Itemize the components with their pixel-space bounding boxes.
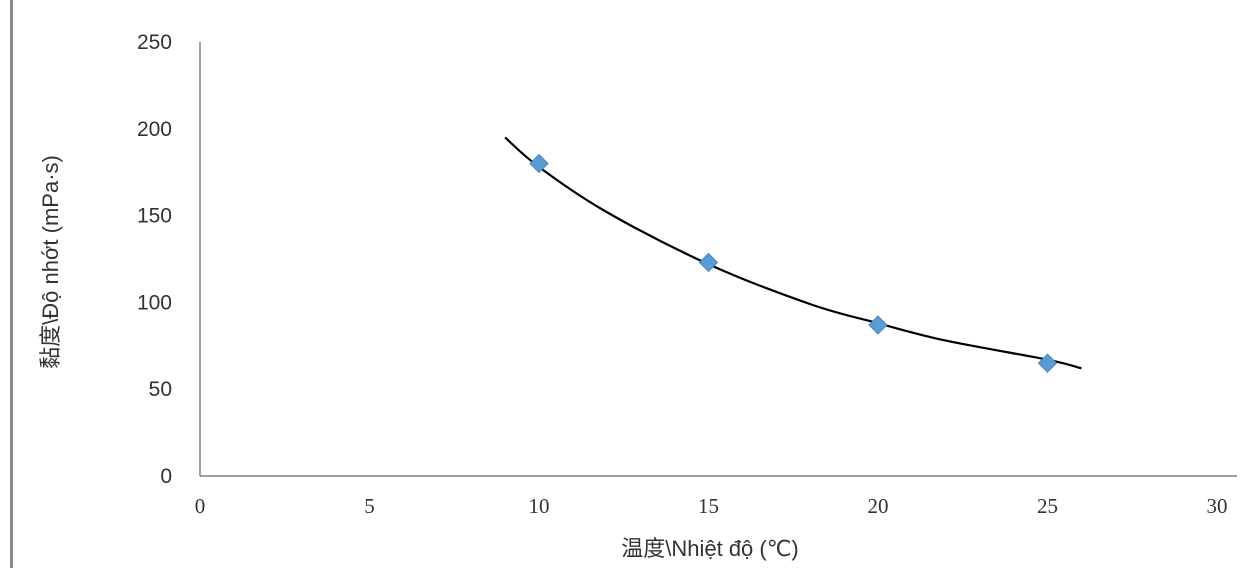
axes (199, 42, 1237, 477)
x-tick-label: 20 (868, 494, 889, 518)
data-point-diamond (529, 153, 549, 174)
trendline (504, 136, 1082, 370)
y-tick-label: 250 (137, 31, 172, 54)
x-tick-label: 30 (1207, 494, 1228, 518)
y-tick-label: 150 (137, 205, 172, 228)
page-left-rule (10, 0, 13, 568)
y-tick-label: 0 (160, 465, 172, 488)
y-axis-label: 黏度\Độ nhớt (mPa·s) (38, 155, 63, 369)
x-tick-label: 25 (1037, 494, 1058, 518)
y-tick-label: 200 (137, 118, 172, 141)
data-point-diamond (1037, 353, 1058, 373)
data-point-diamond (868, 315, 888, 335)
x-tick-label: 0 (195, 494, 206, 518)
y-tick-label: 100 (137, 291, 172, 314)
data-points (529, 153, 1058, 373)
x-tick-label: 5 (364, 494, 375, 518)
y-tick-label: 50 (149, 378, 172, 401)
x-tick-label: 15 (698, 494, 719, 518)
x-tick-label: 10 (529, 494, 550, 518)
data-point-diamond (698, 252, 719, 273)
x-axis-label: 温度\Nhiệt độ (℃) (621, 536, 799, 561)
tick-labels: 0 5 10 15 20 25 30 0 50 100 150 200 250 (137, 31, 1228, 518)
